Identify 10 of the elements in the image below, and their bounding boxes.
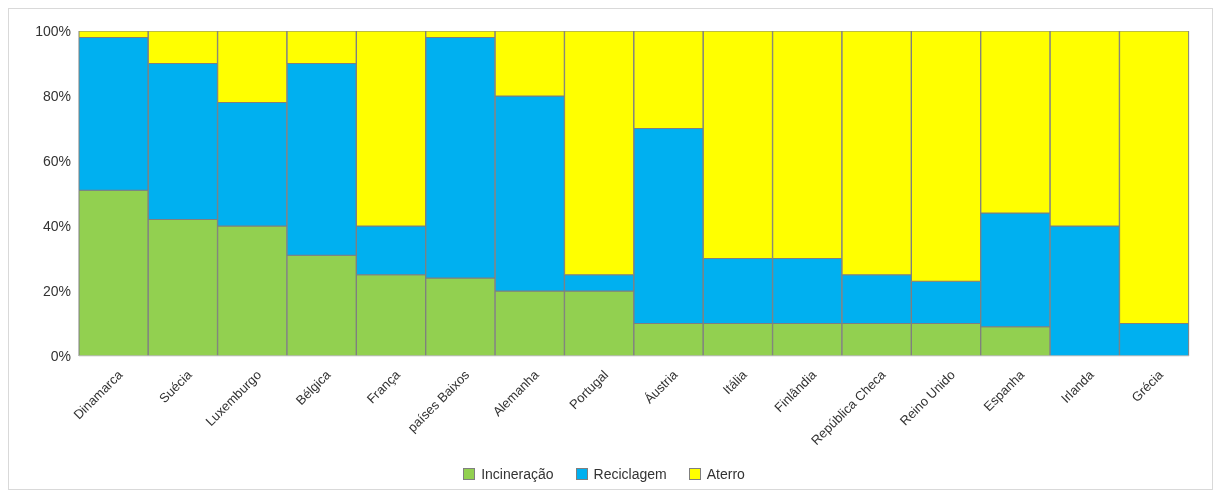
- legend-label: Reciclagem: [593, 466, 667, 482]
- y-tick-label: 0%: [50, 347, 71, 364]
- legend-label: Incineração: [481, 466, 554, 482]
- x-tick-label: Itália: [719, 366, 751, 398]
- legend-label: Aterro: [706, 466, 745, 482]
- y-tick-label: 100%: [35, 22, 71, 39]
- y-tick-label: 80%: [42, 87, 71, 104]
- y-tick-label: 60%: [42, 152, 71, 169]
- y-tick-label: 20%: [42, 282, 71, 299]
- y-tick-label: 40%: [42, 217, 71, 234]
